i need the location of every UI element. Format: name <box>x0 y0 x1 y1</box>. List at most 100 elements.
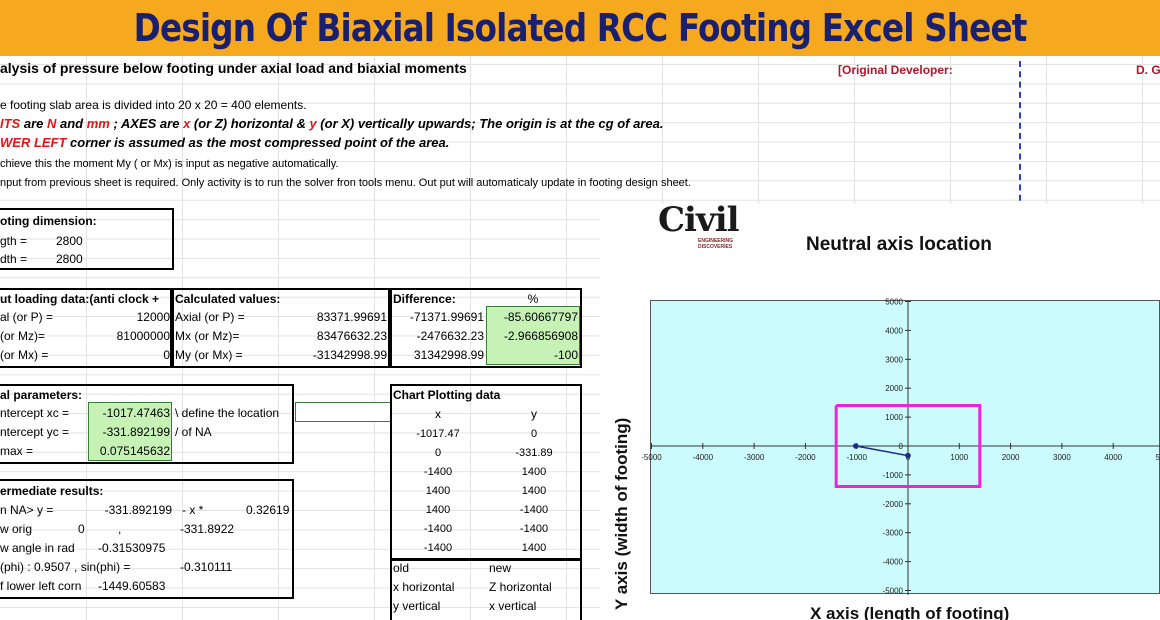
intercept-xc-note: \ define the location <box>175 406 280 420</box>
na-y-label: n NA> y = <box>0 503 54 517</box>
sin-value: -0.310111 <box>180 560 233 574</box>
note-moment: chieve this the moment My ( or Mx) is in… <box>0 158 339 170</box>
new-origin-comma: , <box>118 522 122 536</box>
y-tick-label: 0 <box>899 442 904 451</box>
y-tick-label: -4000 <box>883 558 904 567</box>
calc-mx-label: My (or Mx) = <box>175 348 243 362</box>
x-tick-label: -5000 <box>641 453 662 462</box>
note-solver: nput from previous sheet is required. On… <box>0 177 691 189</box>
intercept-yc-note: / of NA <box>175 425 212 439</box>
intercept-xc-label: ntercept xc = <box>0 406 70 420</box>
footing-outline <box>834 404 982 488</box>
input-mz-label: (or Mz)= <box>0 329 45 343</box>
plot-col-y: y <box>531 407 537 421</box>
axes-new-y: x vertical <box>489 599 537 613</box>
intercept-yc-value[interactable]: -331.892199 <box>102 425 170 439</box>
new-origin-label: w orig <box>0 522 33 536</box>
difference-box <box>390 288 582 368</box>
calc-mz-label: Mx (or Mz)= <box>175 329 240 343</box>
x-tick-label: -2000 <box>795 453 816 462</box>
width-value[interactable]: 2800 <box>56 252 83 266</box>
percent-header: % <box>527 292 539 306</box>
developer-dashed-divider <box>1019 61 1021 211</box>
input-mz-value[interactable]: 81000000 <box>116 329 170 343</box>
axes-old-x: x horizontal <box>393 580 455 594</box>
x-tick-label: -4000 <box>693 453 714 462</box>
footing-dimension-box <box>0 208 174 270</box>
x-tick-label: -3000 <box>744 453 765 462</box>
y-tick-label: 2000 <box>885 384 903 393</box>
selected-cell[interactable] <box>295 402 391 422</box>
developer-name: D. G. <box>1136 63 1160 77</box>
y-tick-label: 4000 <box>885 326 903 335</box>
length-value[interactable]: 2800 <box>56 234 83 248</box>
difference-title: Difference: <box>393 292 456 306</box>
neutral-axis-point <box>905 452 911 459</box>
na-x-mult: - x * <box>182 503 204 517</box>
lower-left-label: f lower left corn <box>0 579 82 593</box>
sheet-heading: alysis of pressure below footing under a… <box>0 60 467 76</box>
calc-mz-value: 83476632.23 <box>316 329 387 343</box>
y-tick-label: -3000 <box>883 529 904 538</box>
parameters-box <box>0 384 294 464</box>
note-corner: WER LEFT corner is assumed as the most c… <box>0 135 450 150</box>
calc-mx-value: -31342998.99 <box>312 348 387 362</box>
intercept-xc-value[interactable]: -1017.47463 <box>102 406 170 420</box>
plot-row-y: 1400 <box>521 542 547 554</box>
y-tick-label: 5000 <box>885 298 903 307</box>
new-origin-y: -331.8922 <box>180 522 235 536</box>
plot-area: -5000 -4000 -3000 -2000 -1000 0 1000 2000 3000 40… <box>641 298 1160 596</box>
pct-axial: -85.60667797 <box>503 310 578 324</box>
lower-left-value: -1449.60583 <box>98 579 166 593</box>
percent-cells <box>486 306 580 365</box>
neutral-axis-line <box>855 445 909 457</box>
x-tick-label: -1000 <box>846 453 867 462</box>
new-origin-x: 0 <box>78 522 85 536</box>
plot-row-x: 1400 <box>425 504 451 516</box>
max-value[interactable]: 0.075145632 <box>99 444 170 458</box>
input-axial-label: al (or P) = <box>0 310 54 324</box>
chart-title: Neutral axis location <box>806 234 992 255</box>
x-tick-label: 4000 <box>1104 453 1122 462</box>
diff-axial: -71371.99691 <box>409 310 484 324</box>
calc-axial-label: Axial (or P) = <box>175 310 245 324</box>
chart-object[interactable]: Civil ENGINEERING DISCOVERIES Neutral ax… <box>600 200 1160 620</box>
plotting-title: Chart Plotting data <box>393 388 501 402</box>
plot-row-x: -1400 <box>423 523 453 535</box>
developer-label: [Original Developer: <box>838 63 953 77</box>
plot-row-x: -1400 <box>423 466 453 478</box>
intermediate-title: ermediate results: <box>0 484 104 498</box>
x-tick-label: 3000 <box>1053 453 1071 462</box>
max-label: max = <box>0 444 34 458</box>
plot-row-y: -331.89 <box>515 447 553 459</box>
intercept-yc-label: ntercept yc = <box>0 425 70 439</box>
parameters-title: al parameters: <box>0 388 83 402</box>
plot-col-x: x <box>435 407 441 421</box>
axes-new-x: Z horizontal <box>489 580 552 594</box>
input-axial-value[interactable]: 12000 <box>136 310 170 324</box>
cos-sin-label: (phi) : 0.9507 , sin(phi) = <box>0 560 131 574</box>
pct-mx: -100 <box>553 348 578 362</box>
plot-row-x: 1400 <box>425 485 451 497</box>
plot-row-y: -1400 <box>519 523 549 535</box>
y-axis-label: Y axis (width of footing) <box>612 417 631 610</box>
width-label: dth = <box>0 252 28 266</box>
na-slope: 0.32619 <box>246 503 290 517</box>
angle-label: w angle in rad <box>0 541 75 555</box>
y-tick-label: 1000 <box>885 413 903 422</box>
note-units: ITS are N and mm ; AXES are x (or Z) hor… <box>0 116 664 131</box>
spreadsheet: alysis of pressure below footing under a… <box>0 56 1160 620</box>
plot-row-y: 1400 <box>521 485 547 497</box>
plot-row-y: -1400 <box>519 504 549 516</box>
diff-mz: -2476632.23 <box>416 329 484 343</box>
footing-dimension-title: oting dimension: <box>0 214 97 228</box>
calc-axial-value: 83371.99691 <box>316 310 387 324</box>
na-y-value: -331.892199 <box>104 503 172 517</box>
plot-row-y: 0 <box>530 428 538 440</box>
input-loading-box <box>0 288 172 368</box>
plot-row-x: -1400 <box>423 542 453 554</box>
diff-mx: 31342998.99 <box>413 348 484 362</box>
calculated-box <box>172 288 390 368</box>
input-mx-label: (or Mx) = <box>0 348 49 362</box>
input-mx-value[interactable]: 0 <box>163 348 170 362</box>
